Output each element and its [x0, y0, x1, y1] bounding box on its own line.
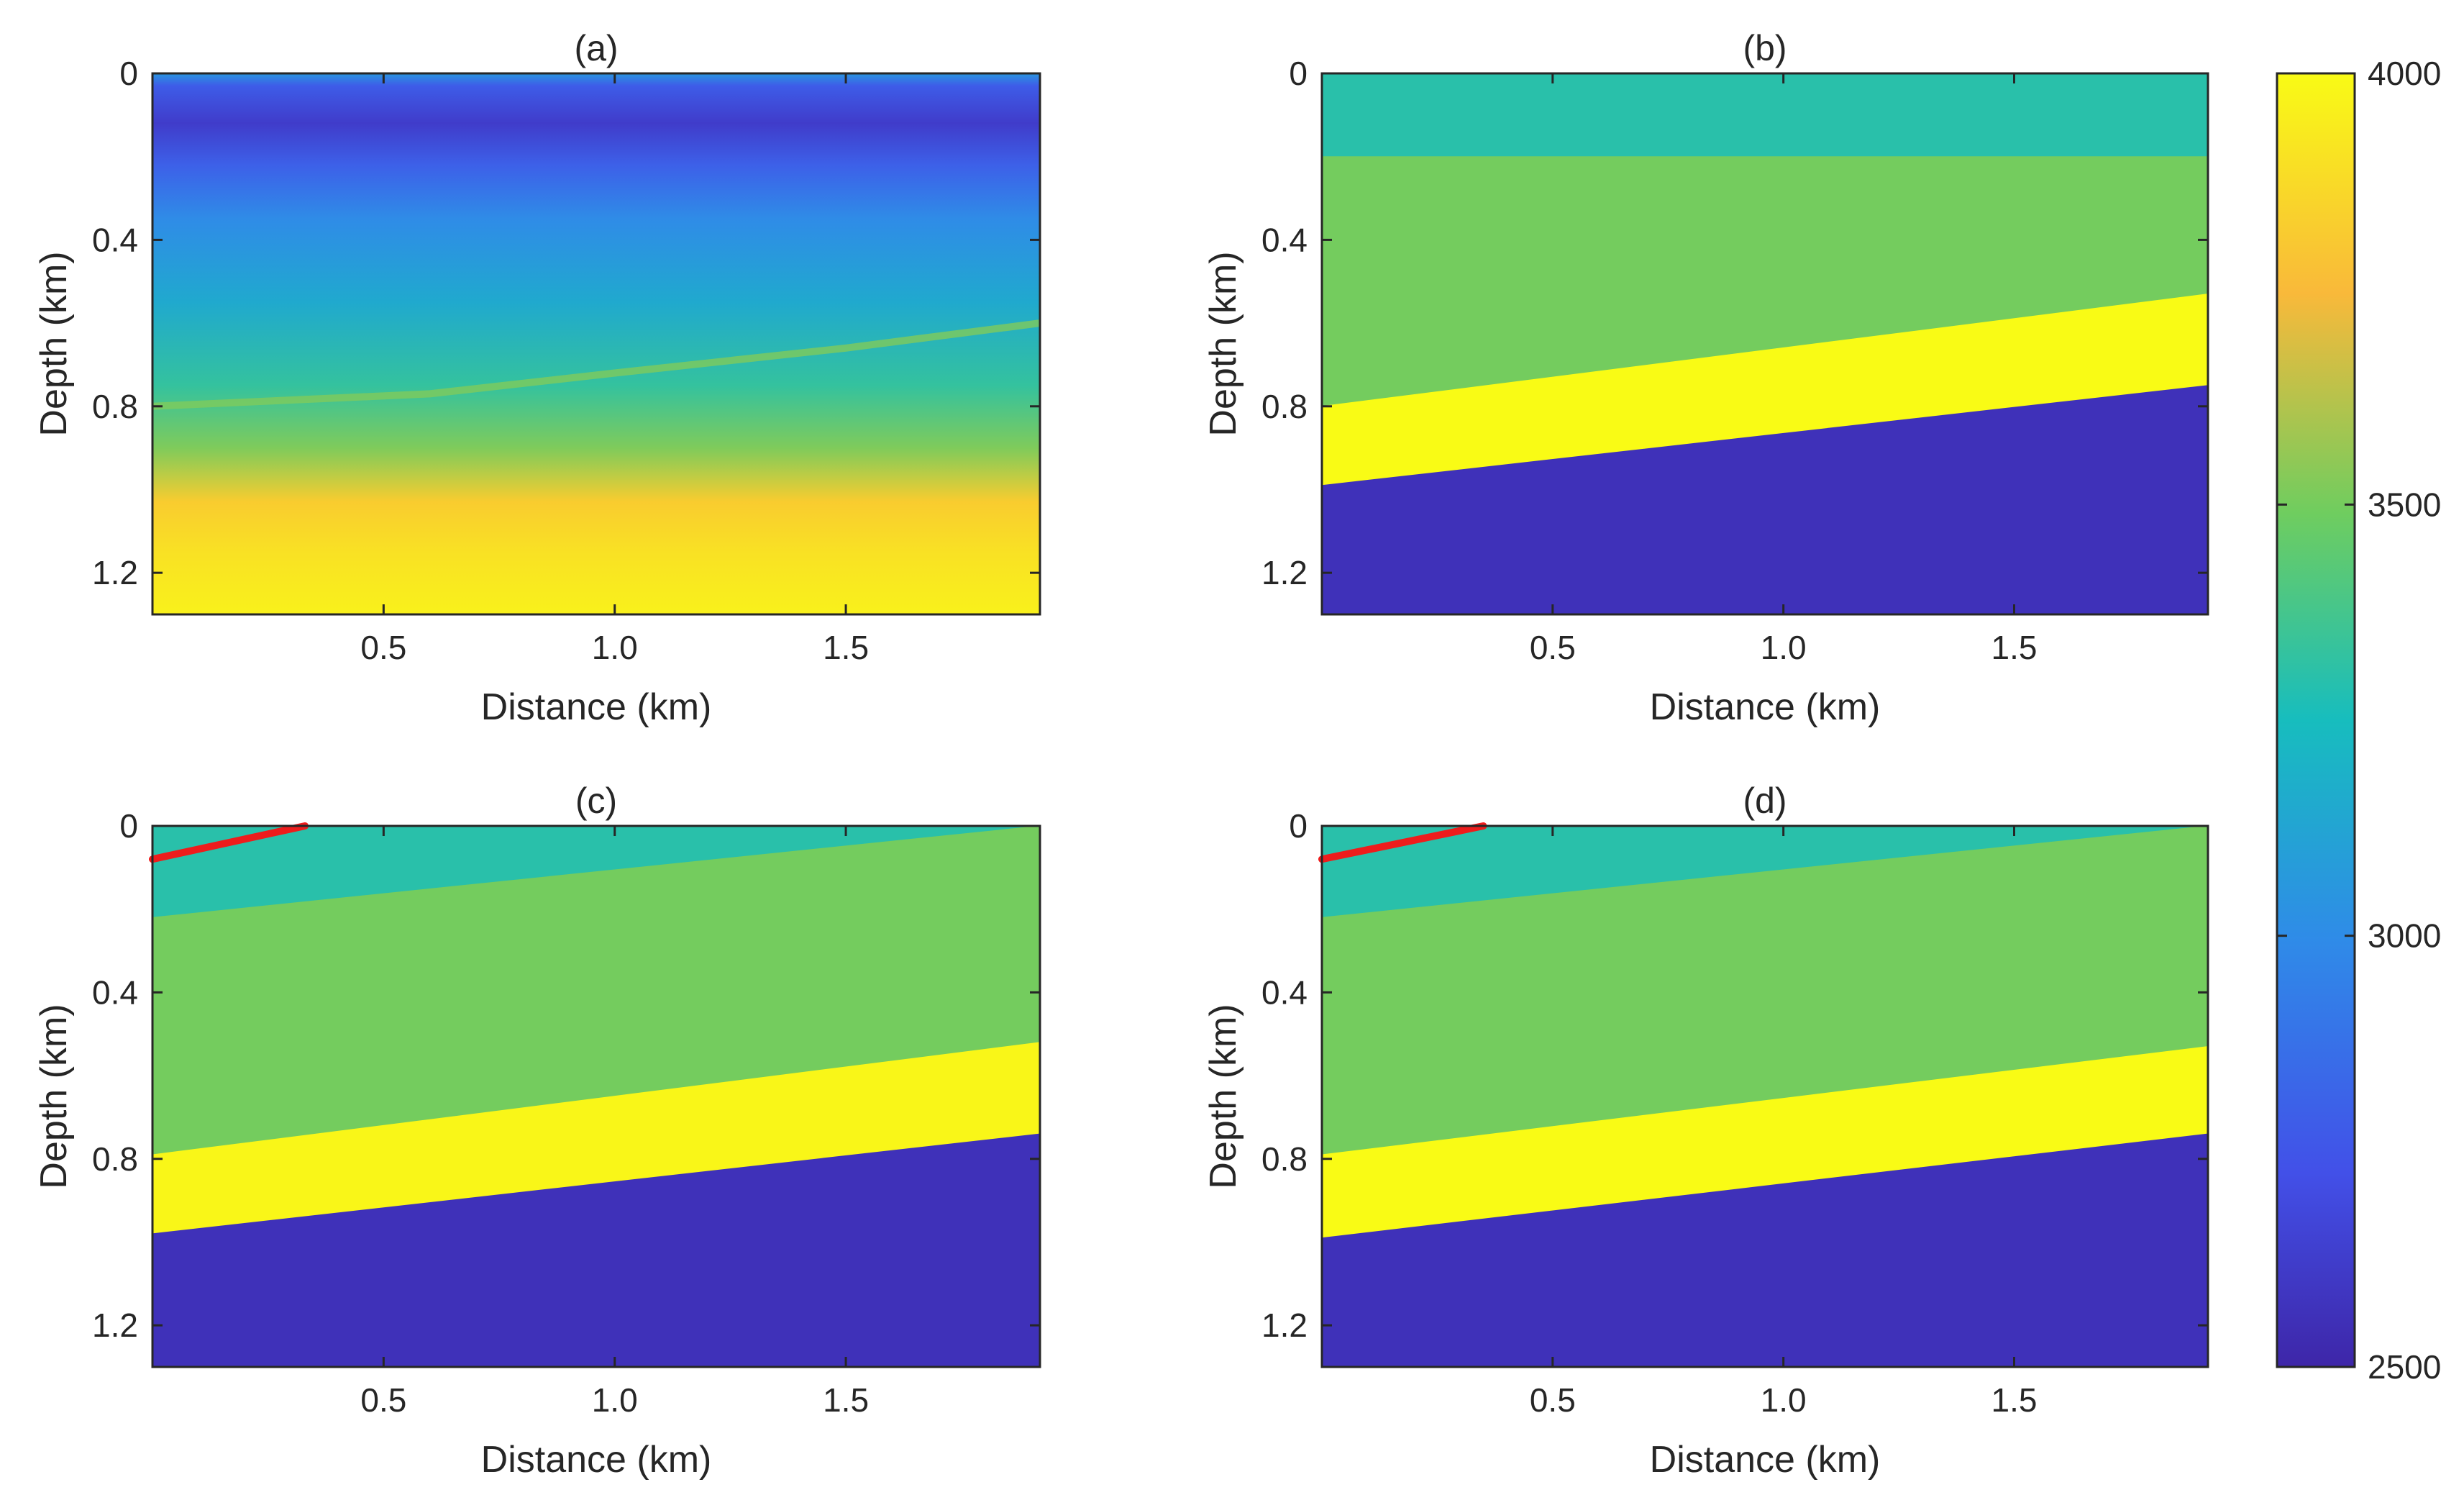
y-tick-label: 0 — [119, 55, 138, 92]
panel-d-heatmap — [1318, 822, 2209, 1368]
panel-a: (a) 0.5 1.0 1.5 0 0.4 0.8 1.2 Distance (km) D… — [33, 28, 1041, 728]
colorbar-ticks: 2500 3000 3500 4000 — [2277, 55, 2441, 1386]
y-tick-label: 0 — [119, 807, 138, 845]
y-tick-label: 0.8 — [92, 1140, 138, 1178]
panel-b-title: (b) — [1743, 28, 1787, 68]
y-tick-label: 1.2 — [92, 1307, 138, 1344]
panel-a-heatmap — [152, 73, 1041, 614]
panel-a-reflector — [152, 319, 1041, 410]
y-tick-label: 0.8 — [1261, 1140, 1308, 1178]
panel-d-frame — [1320, 824, 2209, 1368]
colorbar-tick-label: 3500 — [2368, 486, 2441, 523]
panel-d-title: (d) — [1743, 781, 1787, 821]
x-tick-label: 0.5 — [1530, 1381, 1576, 1419]
x-tick-label: 0.5 — [360, 629, 406, 666]
panel-a-x-axis-label: Distance (km) — [481, 686, 712, 728]
panel-d-x-ticks: 0.5 1.0 1.5 — [1530, 826, 2038, 1419]
x-tick-label: 0.5 — [1530, 629, 1576, 666]
x-tick-label: 1.5 — [823, 629, 869, 666]
y-tick-label: 1.2 — [1261, 1307, 1308, 1344]
y-tick-label: 0 — [1289, 807, 1308, 845]
panel-c-x-axis-label: Distance (km) — [481, 1439, 712, 1481]
panel-c-title: (c) — [575, 781, 617, 821]
y-tick-label: 0 — [1289, 55, 1308, 92]
panel-c-frame — [151, 824, 1041, 1368]
panel-c-x-ticks: 0.5 1.0 1.5 — [360, 826, 869, 1419]
panel-d: (d) 0.5 1.0 1.5 0 0.4 0.8 1.2 Distance (km) D… — [1203, 781, 2209, 1481]
panel-b-y-ticks: 0 0.4 0.8 1.2 — [1261, 55, 2208, 591]
y-tick-label: 0.4 — [1261, 973, 1308, 1011]
y-tick-label: 1.2 — [92, 554, 138, 591]
panel-d-y-axis-label: Depth (km) — [1203, 1004, 1244, 1189]
x-tick-label: 1.0 — [1761, 1381, 1807, 1419]
x-tick-label: 1.0 — [592, 1381, 638, 1419]
panel-d-y-ticks: 0 0.4 0.8 1.2 — [1261, 807, 2208, 1344]
x-tick-label: 1.0 — [592, 629, 638, 666]
colorbar-tick-label: 2500 — [2368, 1348, 2441, 1386]
panel-a-frame — [151, 72, 1041, 616]
panel-d-red-marker-line — [1318, 822, 1487, 863]
panel-a-title: (a) — [574, 28, 618, 68]
panel-b: (b) 0.5 1.0 1.5 0 0.4 0.8 1.2 Distance (km) D… — [1203, 28, 2209, 728]
panel-b-layer-top-layer — [1321, 73, 2209, 158]
x-tick-label: 1.5 — [1991, 629, 2038, 666]
panel-a-x-ticks: 0.5 1.0 1.5 — [360, 73, 869, 666]
y-tick-label: 0.8 — [92, 388, 138, 425]
panel-b-x-axis-label: Distance (km) — [1650, 686, 1881, 728]
panel-b-y-axis-label: Depth (km) — [1203, 251, 1244, 436]
panel-a-velocity-gradient — [152, 73, 1040, 614]
y-tick-label: 1.2 — [1261, 554, 1308, 591]
x-tick-label: 0.5 — [360, 1381, 406, 1419]
y-tick-label: 0.4 — [1261, 221, 1308, 258]
colorbar: 2500 3000 3500 4000 — [2276, 55, 2441, 1386]
panel-a-y-ticks: 0 0.4 0.8 1.2 — [92, 55, 1040, 591]
panel-c-red-marker-line — [149, 822, 309, 863]
panel-b-frame — [1320, 72, 2209, 616]
y-tick-label: 0.8 — [1261, 388, 1308, 425]
panel-c-y-ticks: 0 0.4 0.8 1.2 — [92, 807, 1040, 1344]
x-tick-label: 1.5 — [823, 1381, 869, 1419]
panel-b-heatmap — [1321, 73, 2209, 615]
x-tick-label: 1.5 — [1991, 1381, 2038, 1419]
y-tick-label: 0.4 — [92, 973, 138, 1011]
panel-c-y-axis-label: Depth (km) — [33, 1004, 75, 1189]
x-tick-label: 1.0 — [1761, 629, 1807, 666]
colorbar-tick-label: 3000 — [2368, 917, 2441, 955]
colorbar-gradient — [2276, 72, 2356, 1368]
panel-d-x-axis-label: Distance (km) — [1650, 1439, 1881, 1481]
panel-b-x-ticks: 0.5 1.0 1.5 — [1530, 73, 2038, 666]
y-tick-label: 0.4 — [92, 221, 138, 258]
panel-c: (c) 0.5 1.0 1.5 0 0.4 0.8 1.2 Distance (km) D… — [33, 781, 1041, 1481]
colorbar-tick-label: 4000 — [2368, 55, 2441, 92]
panel-c-heatmap — [149, 822, 1041, 1368]
panel-a-y-axis-label: Depth (km) — [33, 251, 75, 436]
